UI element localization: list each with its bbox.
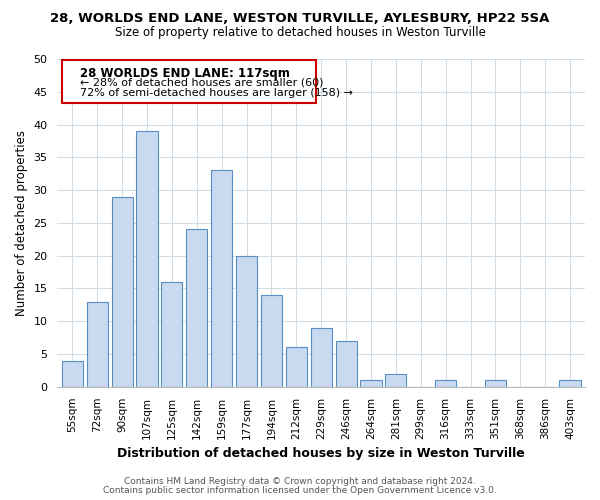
Bar <box>112 196 133 387</box>
Text: Contains HM Land Registry data © Crown copyright and database right 2024.: Contains HM Land Registry data © Crown c… <box>124 477 476 486</box>
Bar <box>435 380 456 387</box>
Bar <box>335 341 356 387</box>
Y-axis label: Number of detached properties: Number of detached properties <box>15 130 28 316</box>
Bar <box>62 360 83 387</box>
X-axis label: Distribution of detached houses by size in Weston Turville: Distribution of detached houses by size … <box>118 447 525 460</box>
Bar <box>86 302 108 387</box>
Bar <box>261 295 282 387</box>
Text: 28, WORLDS END LANE, WESTON TURVILLE, AYLESBURY, HP22 5SA: 28, WORLDS END LANE, WESTON TURVILLE, AY… <box>50 12 550 26</box>
Text: Size of property relative to detached houses in Weston Turville: Size of property relative to detached ho… <box>115 26 485 39</box>
FancyBboxPatch shape <box>62 60 316 103</box>
Bar <box>361 380 382 387</box>
Bar <box>286 348 307 387</box>
Bar <box>311 328 332 387</box>
Text: 72% of semi-detached houses are larger (158) →: 72% of semi-detached houses are larger (… <box>80 88 353 98</box>
Bar <box>559 380 581 387</box>
Bar <box>236 256 257 387</box>
Bar <box>186 230 208 387</box>
Bar <box>211 170 232 387</box>
Text: Contains public sector information licensed under the Open Government Licence v3: Contains public sector information licen… <box>103 486 497 495</box>
Bar <box>136 131 158 387</box>
Bar <box>485 380 506 387</box>
Bar <box>161 282 182 387</box>
Text: ← 28% of detached houses are smaller (60): ← 28% of detached houses are smaller (60… <box>80 78 323 88</box>
Text: 28 WORLDS END LANE: 117sqm: 28 WORLDS END LANE: 117sqm <box>80 67 290 80</box>
Bar <box>385 374 406 387</box>
